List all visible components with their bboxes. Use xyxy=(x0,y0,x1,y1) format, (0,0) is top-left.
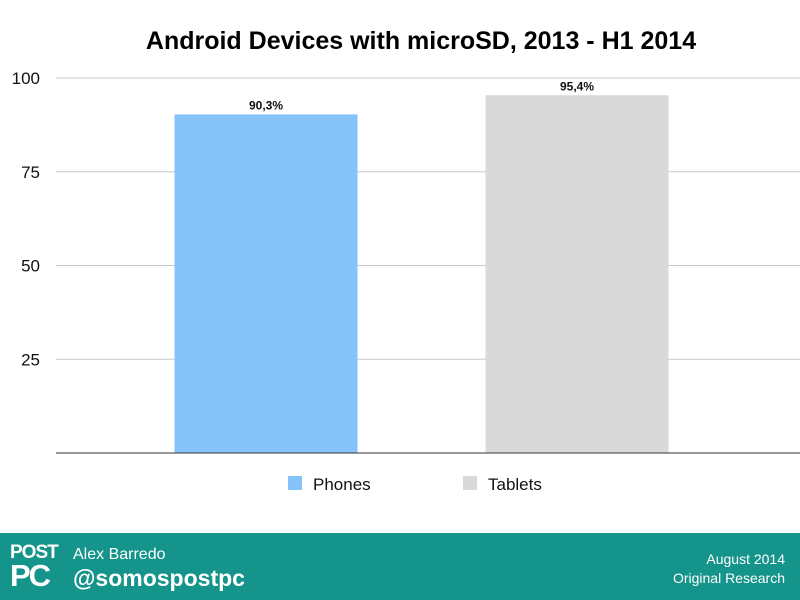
logo-line-2: PC xyxy=(10,558,51,593)
logo-line-1: POST xyxy=(10,542,59,563)
footer-bar: POST PC Alex Barredo @somospostpc August… xyxy=(0,533,800,600)
bar-phones xyxy=(174,114,358,453)
legend-label: Tablets xyxy=(488,475,542,494)
publish-date: August 2014 xyxy=(706,551,785,567)
postpc-logo: POST PC xyxy=(10,543,62,591)
chart-title: Android Devices with microSD, 2013 - H1 … xyxy=(146,27,696,55)
data-label: 95,4% xyxy=(560,79,594,93)
twitter-handle: @somospostpc xyxy=(73,565,245,591)
bar-tablets xyxy=(485,95,669,453)
y-tick-label: 50 xyxy=(21,257,40,276)
footer-meta: August 2014 Original Research xyxy=(673,550,785,588)
legend-swatch xyxy=(288,476,302,490)
y-tick-label: 75 xyxy=(21,163,40,182)
y-tick-label: 100 xyxy=(12,69,40,88)
y-tick-label: 25 xyxy=(21,350,40,369)
legend-label: Phones xyxy=(313,475,371,494)
author-name: Alex Barredo xyxy=(73,546,166,563)
bar-chart: Android Devices with microSD, 2013 - H1 … xyxy=(12,27,800,494)
research-note: Original Research xyxy=(672,570,785,586)
legend-swatch xyxy=(463,476,477,490)
data-label: 90,3% xyxy=(249,98,283,112)
